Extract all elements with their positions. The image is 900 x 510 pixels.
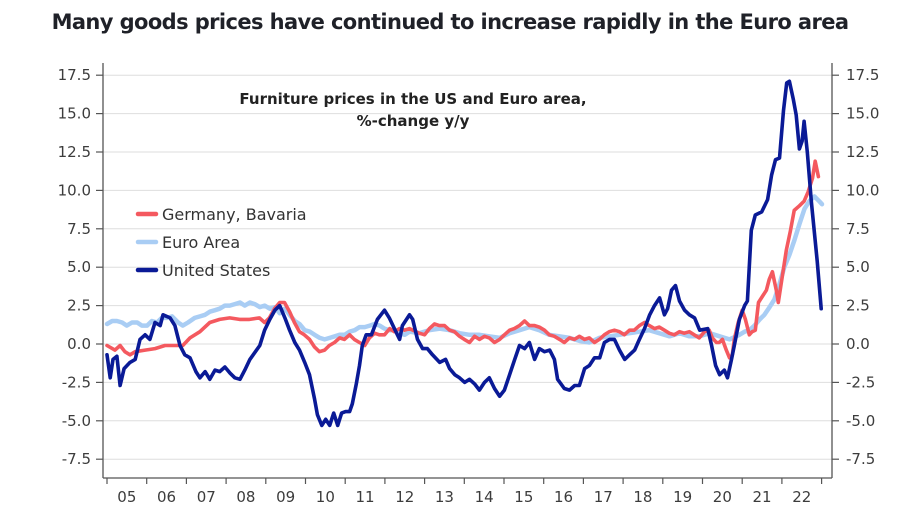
y-tick-label-left: -7.5	[62, 450, 91, 468]
x-tick-label: 21	[753, 488, 772, 506]
x-axis: 05 06 07 08 09 10 11 12 13 14 15 16 17 18 19 20 21 22	[106, 478, 823, 506]
y-tick-label-left: 2.5	[67, 297, 91, 315]
x-tick-label: 20	[713, 488, 732, 506]
y-tick-label-left: 12.5	[58, 143, 91, 161]
legend-item: United States	[135, 261, 270, 280]
y-tick-label-left: 7.5	[67, 220, 91, 238]
x-tick-label: 07	[197, 488, 216, 506]
legend: Germany, Bavaria Euro Area United States	[135, 205, 307, 280]
y-tick-label-left: -5.0	[62, 412, 91, 430]
y-tick-label-right: 5.0	[846, 258, 870, 276]
x-tick-label: 12	[395, 488, 414, 506]
y-tick-label-left: 5.0	[67, 258, 91, 276]
x-tick-label: 08	[236, 488, 255, 506]
y-tick-label-right: 7.5	[846, 220, 870, 238]
y-tick-label-right: 17.5	[846, 66, 879, 84]
y-axis-left: 17.5 15.0 12.5 10.0 7.5 5.0 2.5 0.0 -2.5 -5.0 -7.5	[58, 66, 103, 468]
y-tick-label-right: 12.5	[846, 143, 879, 161]
chart-title: Furniture prices in the US and Euro area…	[239, 90, 586, 108]
series-lines	[104, 79, 825, 428]
y-axis-right: 17.5 15.0 12.5 10.0 7.5 5.0 2.5 0.0 -2.5 -5.0 -7.5	[832, 66, 879, 468]
grid-lines	[103, 74, 832, 460]
x-tick-label: 18	[633, 488, 652, 506]
x-tick-label: 10	[316, 488, 335, 506]
x-tick-label: 22	[792, 488, 811, 506]
legend-label: United States	[162, 261, 270, 280]
x-tick-label: 16	[554, 488, 573, 506]
x-tick-label: 05	[117, 488, 136, 506]
legend-label: Euro Area	[162, 233, 240, 252]
axes	[102, 63, 833, 479]
y-tick-label-right: -7.5	[846, 450, 875, 468]
series-line-euro-area	[104, 194, 825, 345]
x-tick-label: 06	[157, 488, 176, 506]
x-tick-label: 09	[276, 488, 295, 506]
y-tick-label-right: 10.0	[846, 181, 879, 199]
legend-label: Germany, Bavaria	[162, 205, 307, 224]
y-tick-label-right: 2.5	[846, 297, 870, 315]
x-tick-label: 13	[435, 488, 454, 506]
y-tick-label-right: -5.0	[846, 412, 875, 430]
x-tick-label: 19	[673, 488, 692, 506]
y-tick-label-left: 10.0	[58, 181, 91, 199]
x-tick-label: 15	[514, 488, 533, 506]
y-tick-label-left: -2.5	[62, 373, 91, 391]
headline: Many goods prices have continued to incr…	[51, 10, 849, 34]
x-tick-label: 14	[475, 488, 494, 506]
series-line-united-states	[105, 79, 823, 428]
y-tick-label-left: 15.0	[58, 105, 91, 123]
legend-item: Euro Area	[135, 233, 240, 252]
chart-subtitle: %-change y/y	[357, 112, 470, 130]
y-tick-label-left: 17.5	[58, 66, 91, 84]
x-tick-label: 17	[594, 488, 613, 506]
y-tick-label-left: 0.0	[67, 335, 91, 353]
y-tick-label-right: 0.0	[846, 335, 870, 353]
x-tick-label: 11	[356, 488, 375, 506]
y-tick-label-right: 15.0	[846, 105, 879, 123]
y-tick-label-right: -2.5	[846, 373, 875, 391]
legend-item: Germany, Bavaria	[135, 205, 307, 224]
